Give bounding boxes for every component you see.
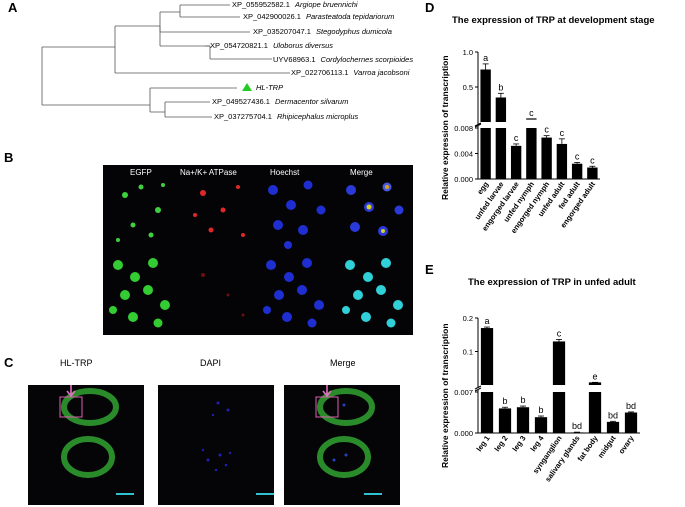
tree-leaf-6: XP_022706113.1 Varroa jacobsoni	[291, 68, 410, 77]
y-tick-label: 0.000	[454, 175, 473, 184]
b-row-trp: EGFP-N1-TRP	[30, 215, 84, 224]
bar-leg-1-lower	[480, 392, 494, 433]
c-image-dapi	[158, 385, 274, 505]
bar-fat-body-lower	[588, 392, 602, 433]
y-tick-label: 0.000	[454, 429, 473, 438]
bar-salivary-glands	[570, 432, 584, 433]
bar-unfed-larvae-upper	[495, 97, 507, 122]
significance-letter: c	[529, 108, 534, 118]
panel-d-label: D	[425, 0, 435, 15]
bar-egg-upper	[480, 69, 491, 122]
b-col-merge: Merge	[350, 168, 373, 177]
significance-letter: b	[498, 82, 503, 92]
axis-break-mark	[474, 387, 482, 392]
tree-leaf-4: XP_054720821.1 Uloborus diversus	[210, 41, 334, 50]
y-tick-label: 1.0	[463, 48, 473, 57]
fluorescence-cells	[103, 165, 413, 335]
b-row-plasmid: EGFP-N1-plasmid	[22, 290, 87, 299]
bar-leg-2	[498, 408, 512, 433]
y-tick-label: 0.007	[454, 388, 473, 397]
bar-engorged-nymph	[541, 137, 552, 179]
bar-synganglion-upper	[552, 341, 566, 385]
bar-egg-lower	[480, 128, 491, 179]
bar-unfed-adult	[556, 143, 568, 179]
significance-letter: a	[483, 53, 488, 63]
c-col-hltrp: HL-TRP	[60, 358, 93, 368]
hl-trp-marker	[242, 83, 252, 91]
axis-break-mark	[474, 123, 482, 128]
bar-leg-1-upper	[480, 328, 494, 385]
axis-break-mark	[474, 385, 482, 390]
bar-leg-4	[534, 417, 548, 433]
y-tick-label: 0.004	[454, 150, 473, 159]
bar-engorged-adult	[587, 167, 598, 179]
category-label: ovary	[617, 433, 636, 455]
bar-fat-body-upper	[588, 382, 602, 385]
bar-synganglion-lower	[552, 392, 566, 433]
tree-leaf-8: XP_049527436.1 Dermacentor silvarum	[212, 97, 349, 106]
b-col-egfp: EGFP	[130, 168, 152, 177]
tree-leaf-2: XP_042900026.1 Parasteatoda tepidariorum	[243, 12, 395, 21]
bar-unfed-nymph	[526, 128, 537, 179]
y-tick-label: 0.2	[463, 314, 473, 323]
category-label: midgut	[596, 434, 618, 460]
category-label: leg 3	[510, 434, 527, 453]
significance-letter: bd	[626, 401, 636, 411]
significance-letter: c	[590, 155, 595, 165]
y-tick-label: 0.1	[463, 348, 473, 357]
tree-leaf-3: XP_035207047.1 Stegodyphus dumicola	[253, 27, 392, 36]
panel-e-label: E	[425, 262, 434, 277]
significance-letter: b	[520, 395, 525, 405]
b-col-nak: Na+/K+ ATPase	[180, 168, 237, 177]
significance-letter: bd	[608, 410, 618, 420]
bar-leg-3	[516, 407, 530, 433]
category-label: leg 4	[528, 433, 546, 453]
tree-leaf-5: UYV68963.1 Cordylochernes scorpioides	[273, 55, 414, 64]
c-image-hltrp	[28, 385, 144, 505]
tree-leaf-9: XP_037275704.1 Rhipicephalus microplus	[214, 112, 359, 121]
y-tick-label: 0.008	[454, 124, 473, 133]
panel-a-label: A	[8, 0, 18, 15]
significance-letter: bd	[572, 421, 582, 431]
significance-letter: c	[514, 133, 519, 143]
category-label: leg 1	[474, 434, 491, 453]
significance-letter: e	[592, 371, 597, 381]
significance-letter: b	[502, 396, 507, 406]
significance-letter: c	[560, 128, 565, 138]
c-col-dapi: DAPI	[200, 358, 222, 368]
category-label: leg 2	[492, 434, 509, 453]
significance-letter: c	[575, 151, 580, 161]
tree-leaf-1: XP_055952582.1 Argiope bruennichi	[232, 0, 358, 9]
significance-letter: b	[538, 405, 543, 415]
chart-d-title: The expression of TRP at development sta…	[452, 15, 655, 26]
significance-letter: c	[557, 328, 562, 338]
chart-e-title: The expression of TRP in unfed adult	[468, 277, 636, 288]
significance-letter: c	[544, 125, 549, 135]
y-tick-label: 0.5	[463, 83, 473, 92]
panel-c-label: C	[4, 355, 14, 370]
c-image-merge	[284, 385, 400, 505]
tree-leaf-7: HL-TRP	[256, 83, 284, 92]
bar-ovary	[624, 412, 638, 433]
b-col-hoechst: Hoechst	[270, 168, 300, 177]
panel-b-image-block	[103, 165, 413, 335]
bar-engorged-larvae	[510, 145, 522, 179]
bar-midgut	[606, 421, 620, 433]
significance-letter: a	[484, 316, 489, 326]
axis-break-mark	[474, 122, 482, 127]
bar-unfed-larvae-lower	[495, 128, 507, 179]
panel-b-label: B	[4, 150, 14, 165]
c-col-merge: Merge	[330, 358, 356, 368]
bar-fed-adult	[571, 163, 583, 179]
